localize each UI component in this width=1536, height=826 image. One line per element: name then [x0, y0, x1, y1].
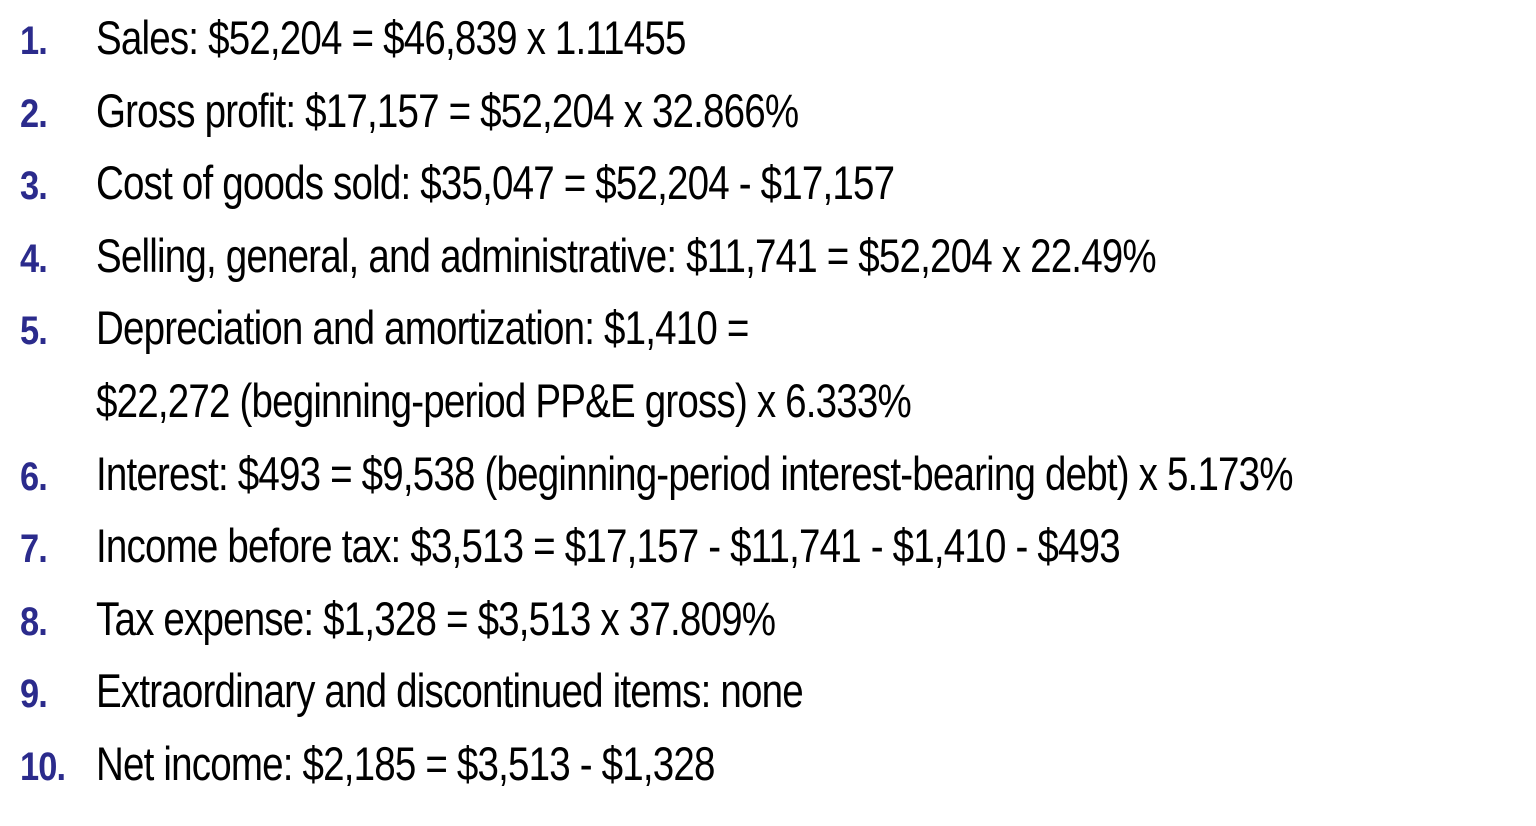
item-text: Cost of goods sold: $35,047 = $52,204 - …	[96, 156, 895, 210]
list-item-depreciation-continuation: $22,272 (beginning-period PP&E gross) x …	[20, 373, 1525, 446]
item-number: 2.	[20, 91, 48, 136]
item-text: Sales: $52,204 = $46,839 x 1.11455	[96, 11, 686, 64]
list-item-tax-expense: 8. Tax expense: $1,328 = $3,513 x 37.809…	[20, 591, 1525, 664]
item-number: 1.	[20, 19, 48, 63]
list-item-gross-profit: 2. Gross profit: $17,157 = $52,204 x 32.…	[20, 83, 1525, 156]
item-number: 6.	[20, 454, 48, 499]
list-item-net-income: 10. Net income: $2,185 = $3,513 - $1,328	[20, 736, 1525, 809]
list-item-income-before-tax: 7. Income before tax: $3,513 = $17,157 -…	[20, 518, 1525, 591]
item-text: Net income: $2,185 = $3,513 - $1,328	[96, 736, 715, 790]
item-number: 4.	[20, 236, 48, 281]
item-text: Gross profit: $17,157 = $52,204 x 32.866…	[96, 83, 799, 137]
item-text: Tax expense: $1,328 = $3,513 x 37.809%	[96, 591, 776, 645]
item-text: Interest: $493 = $9,538 (beginning-perio…	[96, 446, 1294, 500]
list-item-cost-of-goods-sold: 3. Cost of goods sold: $35,047 = $52,204…	[20, 155, 1525, 228]
item-number: 9.	[20, 672, 48, 717]
numbered-list: 1. Sales: $52,204 = $46,839 x 1.11455 2.…	[20, 10, 1525, 809]
item-number: 5.	[20, 309, 48, 354]
list-item-sga: 4. Selling, general, and administrative:…	[20, 228, 1525, 301]
item-text-continuation: $22,272 (beginning-period PP&E gross) x …	[96, 373, 912, 427]
list-item-interest: 6. Interest: $493 = $9,538 (beginning-pe…	[20, 446, 1525, 519]
item-text: Selling, general, and administrative: $1…	[96, 228, 1157, 282]
item-number: 10.	[20, 744, 66, 789]
item-text: Extraordinary and discontinued items: no…	[96, 664, 804, 718]
list-item-extraordinary-items: 9. Extraordinary and discontinued items:…	[20, 663, 1525, 736]
item-text: Depreciation and amortization: $1,410 =	[96, 301, 749, 355]
list-item-sales: 1. Sales: $52,204 = $46,839 x 1.11455	[20, 10, 1525, 83]
item-number: 8.	[20, 599, 48, 644]
item-number: 3.	[20, 164, 48, 209]
list-item-depreciation: 5. Depreciation and amortization: $1,410…	[20, 300, 1525, 373]
item-number: 7.	[20, 527, 48, 572]
item-text: Income before tax: $3,513 = $17,157 - $1…	[96, 519, 1121, 573]
